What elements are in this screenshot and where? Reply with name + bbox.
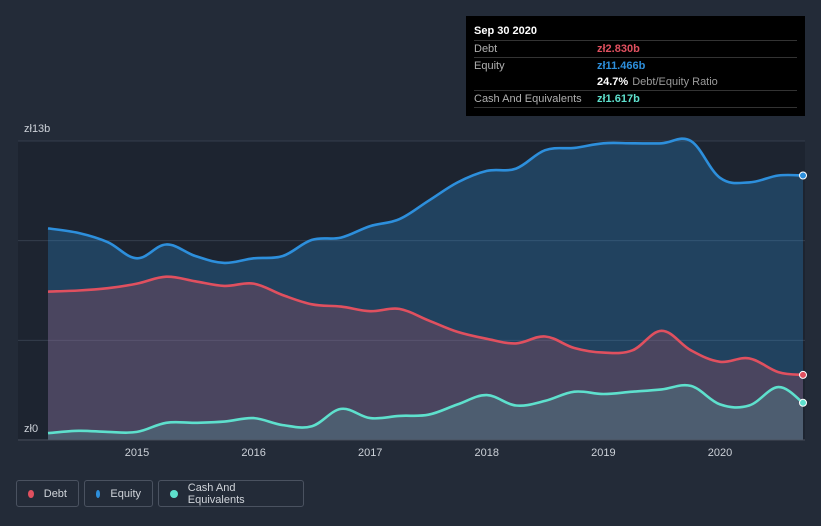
data-tooltip: Sep 30 2020 Debt zł2.830b Equity zł11.46… — [466, 16, 805, 116]
tooltip-equity-label: Equity — [474, 60, 505, 72]
tooltip-date: Sep 30 2020 — [474, 25, 537, 37]
legend-item-debt[interactable]: Debt — [16, 480, 79, 507]
debt-end-marker — [799, 370, 807, 379]
debt-line — [47, 275, 804, 377]
legend-item-cash[interactable]: Cash And Equivalents — [158, 480, 304, 507]
tooltip-ratio-label: Debt/Equity Ratio — [632, 76, 718, 88]
tooltip-ratio-value: 24.7% — [597, 76, 629, 88]
cash-end-marker — [799, 398, 807, 407]
y-tick-label-bottom: zł0 — [24, 423, 38, 435]
tooltip-cash-value: zł1.617b — [597, 93, 640, 105]
tooltip-cash-row: Cash And Equivalents zł1.617b — [474, 90, 797, 108]
tooltip-debt-label: Debt — [474, 43, 498, 55]
x-tick-label-2015: 2015 — [125, 447, 149, 459]
tooltip-equity-value: zł11.466b — [597, 60, 646, 72]
tooltip-cash-label: Cash And Equivalents — [474, 93, 582, 105]
equity-legend-dot-icon — [96, 489, 101, 498]
plot-highlight-band — [18, 141, 805, 441]
y-tick-label-top: zł13b — [24, 123, 50, 135]
cash-area — [48, 385, 803, 440]
x-tick-label-2019: 2019 — [591, 447, 615, 459]
tooltip-debt-row: Debt zł2.830b — [474, 40, 797, 57]
series-lines — [47, 137, 804, 435]
legend-debt-label: Debt — [43, 487, 67, 500]
tooltip-ratio-row: 24.7% Debt/Equity Ratio — [474, 74, 797, 90]
legend-item-equity[interactable]: Equity — [84, 480, 153, 507]
tooltip-equity-row: Equity zł11.466b — [474, 57, 797, 74]
x-tick-label-2018: 2018 — [475, 447, 499, 459]
series-end-markers — [799, 171, 807, 407]
debt-legend-dot-icon — [28, 489, 34, 498]
x-tick-label-2017: 2017 — [358, 447, 382, 459]
legend-cash-label: Cash And Equivalents — [187, 481, 245, 506]
series-areas — [48, 138, 803, 440]
x-tick-label-2020: 2020 — [708, 447, 732, 459]
cash-line — [47, 383, 804, 435]
legend-equity-label: Equity — [110, 487, 141, 500]
x-tick-labels: 2015 2016 2017 2018 2019 2020 — [125, 447, 732, 459]
equity-area — [48, 138, 803, 440]
cash-legend-dot-icon — [170, 489, 178, 498]
debt-area — [48, 276, 803, 440]
equity-end-marker — [799, 171, 807, 180]
tooltip-debt-value: zł2.830b — [597, 43, 640, 55]
equity-line — [47, 137, 804, 265]
x-tick-label-2016: 2016 — [241, 447, 265, 459]
